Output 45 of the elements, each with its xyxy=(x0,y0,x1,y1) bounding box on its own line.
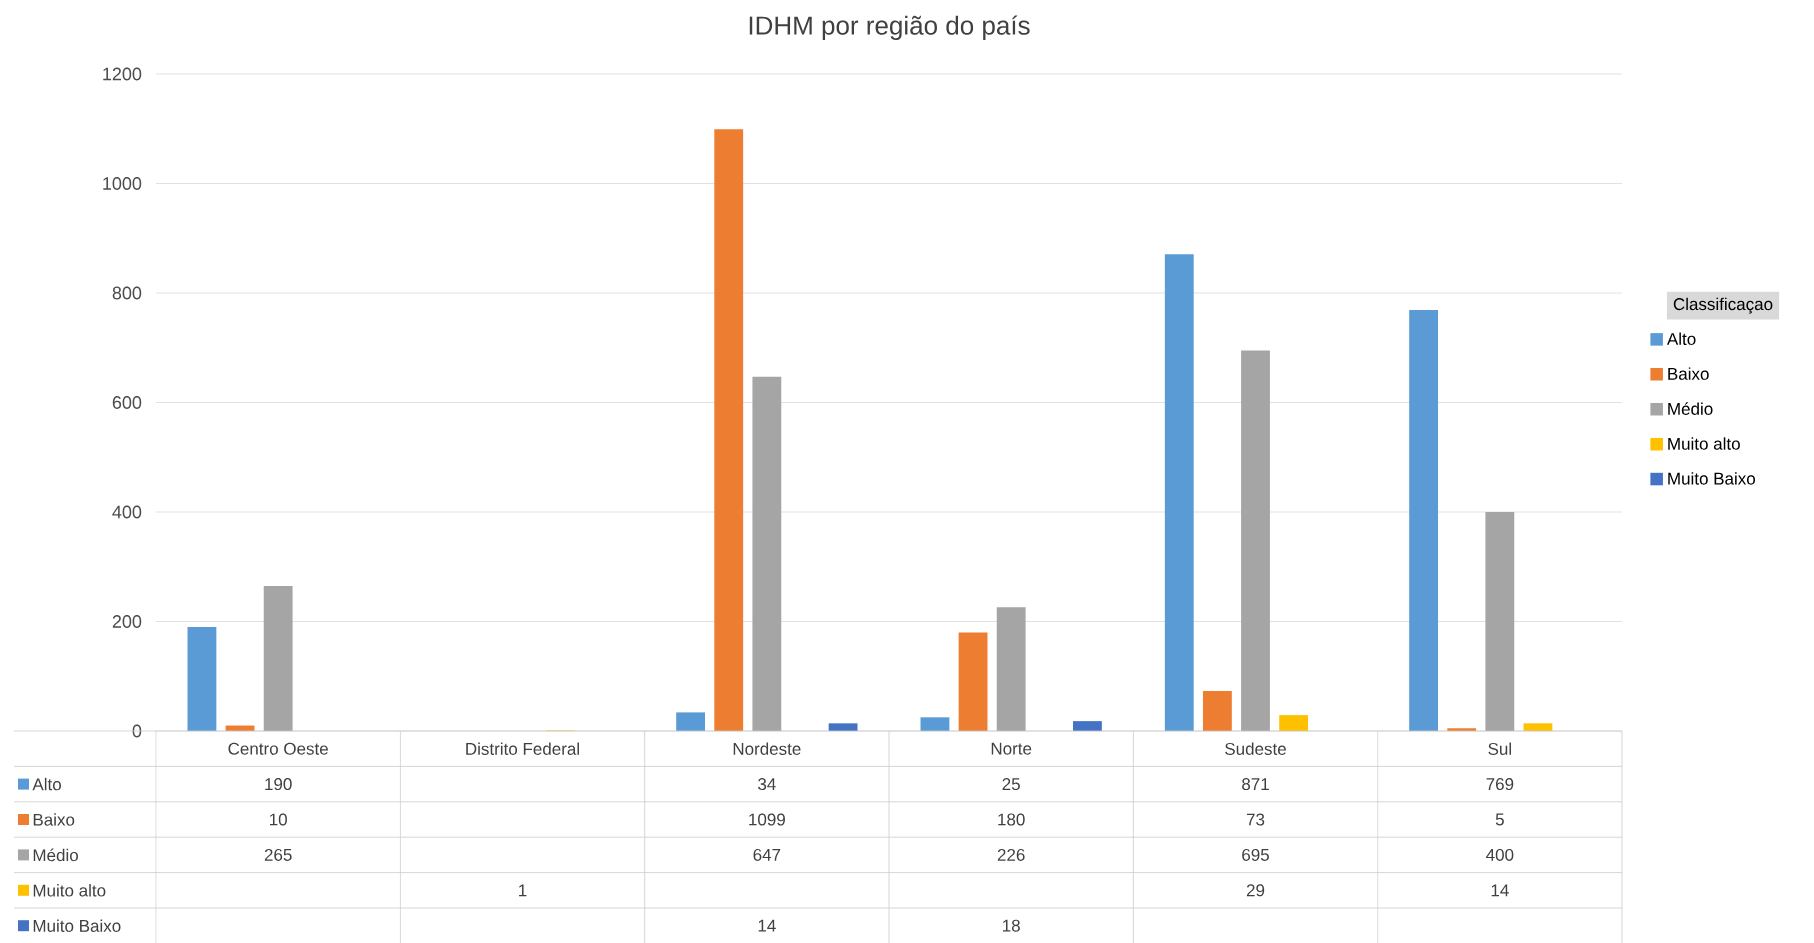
x-tick-label: Sul xyxy=(1488,742,1511,755)
data-label: 73 xyxy=(1246,813,1265,826)
data-label: 14 xyxy=(1491,884,1509,897)
data-label: 180 xyxy=(998,813,1025,826)
data-label: 265 xyxy=(264,848,292,861)
data-label: 226 xyxy=(997,848,1025,861)
x-tick-label: Centro Oeste xyxy=(228,742,328,755)
data-label: 1 xyxy=(519,884,527,897)
data-label: 190 xyxy=(265,778,292,791)
x-tick-label: Distrito Federal xyxy=(466,742,579,755)
y-tick-label: 200 xyxy=(112,615,142,628)
y-tick-label: 400 xyxy=(112,505,142,519)
text: Alto xyxy=(1666,332,1696,345)
data-label: 695 xyxy=(1242,848,1269,861)
data-label: 25 xyxy=(1002,778,1020,791)
y-tick-label: 1000 xyxy=(103,177,142,190)
data-label: 5 xyxy=(1495,813,1504,826)
data-label: 400 xyxy=(1486,848,1514,861)
legend-label: Médio xyxy=(1668,402,1713,415)
y-tick-label: 800 xyxy=(112,286,142,300)
text: Muito alto xyxy=(33,884,106,897)
data-label: 18 xyxy=(1003,919,1020,932)
chart-title: IDHM por região do país xyxy=(749,15,1030,40)
data-label: 10 xyxy=(270,813,287,826)
legend-label: Muito alto xyxy=(1668,437,1740,450)
x-tick-label: Nordeste xyxy=(733,742,801,755)
data-label: 34 xyxy=(758,778,776,791)
text: Baixo xyxy=(1668,367,1709,380)
data-label: 14 xyxy=(758,919,776,932)
y-tick-label: 600 xyxy=(112,396,142,409)
y-tick-label: 1200 xyxy=(103,67,142,81)
x-tick-label: Norte xyxy=(991,742,1032,755)
legend-label: Alto xyxy=(32,777,61,791)
text: Médio xyxy=(33,848,78,862)
text: Muito Baixo xyxy=(33,919,121,932)
legend-label: Muito Baixo xyxy=(1668,472,1756,485)
data-label: 647 xyxy=(753,848,781,861)
y-tick-label: 0 xyxy=(132,724,142,738)
data-label: 29 xyxy=(1246,884,1265,897)
legend-label: Baixo xyxy=(33,813,75,826)
data-label: 769 xyxy=(1486,778,1514,791)
x-tick-label: Sudeste xyxy=(1225,742,1286,755)
legend-title: Classificaçao xyxy=(1673,297,1773,314)
data-label: 871 xyxy=(1242,778,1269,791)
data-label: 1099 xyxy=(749,813,785,826)
